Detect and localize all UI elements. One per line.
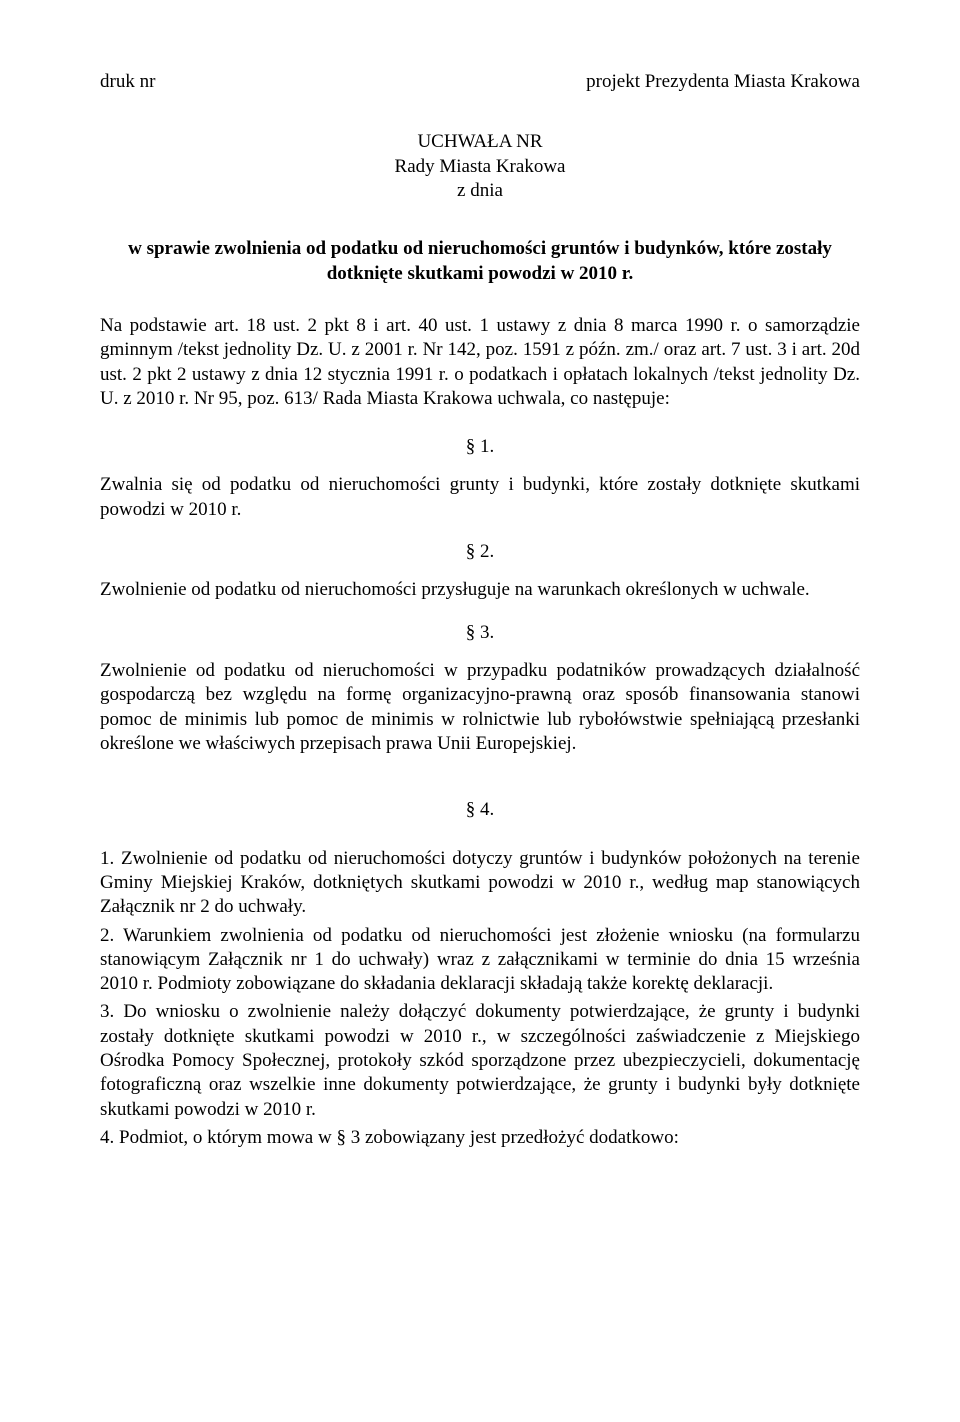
section-2-number: § 2. (100, 540, 860, 564)
section-1-number: § 1. (100, 435, 860, 459)
subject-line: w sprawie zwolnienia od podatku od nieru… (100, 237, 860, 286)
header-left: druk nr (100, 70, 155, 94)
section-4-point-1: 1. Zwolnienie od podatku od nieruchomośc… (100, 847, 860, 920)
legal-basis: Na podstawie art. 18 ust. 2 pkt 8 i art.… (100, 314, 860, 411)
section-3-number: § 3. (100, 621, 860, 645)
section-4-point-2: 2. Warunkiem zwolnienia od podatku od ni… (100, 924, 860, 997)
title-line-3: z dnia (100, 179, 860, 203)
title-line-1: UCHWAŁA NR (100, 130, 860, 154)
header-row: druk nr projekt Prezydenta Miasta Krakow… (100, 70, 860, 94)
section-2-text: Zwolnienie od podatku od nieruchomości p… (100, 578, 860, 602)
section-3-text: Zwolnienie od podatku od nieruchomości w… (100, 659, 860, 756)
document-page: druk nr projekt Prezydenta Miasta Krakow… (0, 0, 960, 1422)
section-4-number: § 4. (100, 798, 860, 822)
header-right: projekt Prezydenta Miasta Krakowa (586, 70, 860, 94)
title-block: UCHWAŁA NR Rady Miasta Krakowa z dnia (100, 130, 860, 203)
section-4-point-4: 4. Podmiot, o którym mowa w § 3 zobowiąz… (100, 1126, 860, 1150)
title-line-2: Rady Miasta Krakowa (100, 155, 860, 179)
section-1-text: Zwalnia się od podatku od nieruchomości … (100, 473, 860, 522)
section-4-point-3: 3. Do wniosku o zwolnienie należy dołącz… (100, 1000, 860, 1122)
